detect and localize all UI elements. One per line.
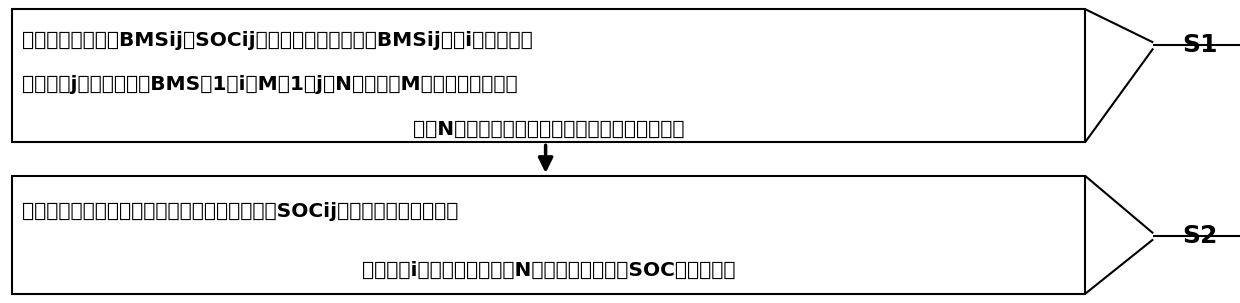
Bar (12, 176, 1085, 294)
Text: 统中的第j个电池管理系BMS，1＜i＜M，1＜j＜N，其中，M为电池笱系统的个: 统中的第j个电池管理系BMS，1＜i＜M，1＜j＜N，其中，M为电池笱系统的个 (22, 75, 518, 94)
Text: S2: S2 (1183, 224, 1218, 248)
Text: 当接收到的功率控制指令非满功率指令时，根据SOCij执行笱内功率均衡策略: 当接收到的功率控制指令非满功率指令时，根据SOCij执行笱内功率均衡策略 (22, 202, 459, 221)
Bar (12, 9, 1085, 142)
Text: 获取电池管理系统BMSij的SOCij，其中，电池管理系统BMSij为第i个电池笱系: 获取电池管理系统BMSij的SOCij，其中，电池管理系统BMSij为第i个电池… (22, 31, 533, 50)
Text: ，致使第i个电池笱系统内的N个电池管理系统的SOC值达到均衡: ，致使第i个电池笱系统内的N个电池管理系统的SOC值达到均衡 (362, 261, 735, 280)
Text: 数，N为每一个电池笱系统中电池管理系统的个数: 数，N为每一个电池笱系统中电池管理系统的个数 (413, 120, 684, 138)
Text: S1: S1 (1183, 33, 1218, 58)
